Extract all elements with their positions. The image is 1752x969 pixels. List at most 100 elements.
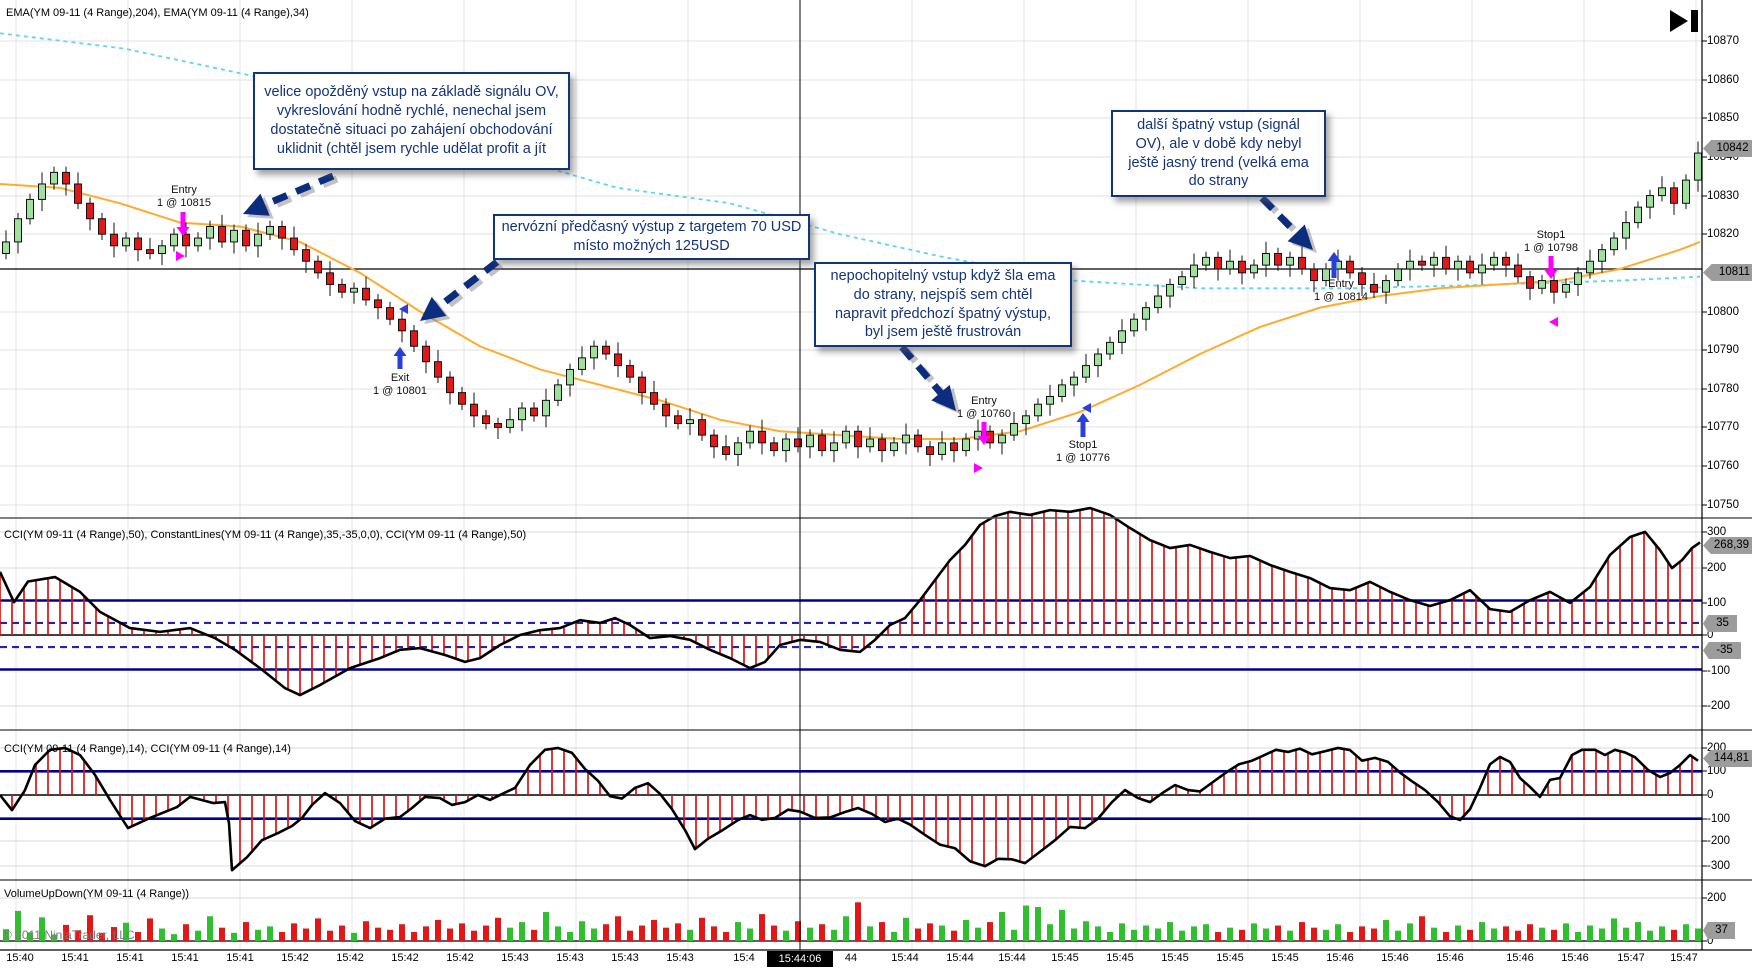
cursor-time-badge: 15:44:06 (767, 951, 833, 967)
time-axis-label: 15:46 (1381, 952, 1409, 964)
price-axis-tick: 10770 (1707, 421, 1739, 433)
cci50-axis-tick: 100 (1707, 597, 1727, 609)
cci14-line (0, 746, 1699, 872)
cci50-value-badge: 268,39 (1703, 537, 1752, 554)
order-arrow-icon (393, 347, 407, 369)
copyright-text: © 2011 NinjaTrader, LLC (3, 928, 135, 942)
annotation-note-2[interactable]: nervózní předčasný výstup z targetem 70 … (493, 214, 810, 260)
volume-axis-tick: 200 (1707, 892, 1727, 904)
fill-marker-icon (1082, 403, 1091, 413)
cci14-value-badge: 144,81 (1703, 750, 1752, 767)
price-axis-tick: 10820 (1707, 228, 1739, 240)
time-axis-label: 15:40 (6, 952, 34, 964)
cci14-axis-tick: 100 (1707, 765, 1727, 777)
price-axis-tick: 10790 (1707, 344, 1739, 356)
trade-marker-label: Entry 1 @ 10760 (957, 395, 1011, 421)
fill-marker-icon (399, 304, 408, 314)
trade-marker-arrows (176, 212, 1558, 473)
time-axis-label: 15:41 (171, 952, 199, 964)
price-panel-indicator-label: EMA(YM 09-11 (4 Range),204), EMA(YM 09-1… (6, 7, 309, 19)
time-axis-label: 15:46 (1326, 952, 1354, 964)
trade-marker-label: Stop1 1 @ 10776 (1056, 439, 1110, 465)
volume-axis-tick: 0 (1707, 935, 1714, 947)
time-axis-label: 15:46 (1436, 952, 1464, 964)
order-arrow-icon (1544, 256, 1558, 279)
price-value-badge: 10811 (1703, 264, 1752, 281)
trade-marker-label: Entry 1 @ 10815 (157, 184, 211, 210)
cci50-value-badge: 35 (1703, 615, 1737, 632)
time-axis-label: 15:44 (998, 952, 1026, 964)
time-axis-label: 15:47 (1617, 952, 1645, 964)
time-axis-label: 15:43 (501, 952, 529, 964)
cci50-axis-tick: 0 (1707, 629, 1714, 641)
price-value-badge: 10842 (1703, 140, 1752, 157)
time-axis-label: 15:41 (226, 952, 254, 964)
volume-value-badge: 37 (1703, 922, 1735, 939)
time-axis-label: 15:42 (336, 952, 364, 964)
time-axis-label: 15:41 (116, 952, 144, 964)
price-axis-tick: 10800 (1707, 306, 1739, 318)
time-axis-label: 15:44 (946, 952, 974, 964)
reference-lines (0, 268, 1702, 942)
cci14-axis-tick: -200 (1707, 835, 1731, 847)
annotation-note-4[interactable]: další špatný vstup (signál OV), ale v do… (1111, 110, 1326, 197)
cci50-axis-tick: 300 (1707, 526, 1727, 538)
fill-marker-icon (974, 463, 983, 473)
time-axis-label: 15:42 (281, 952, 309, 964)
time-axis-label: 15:43 (611, 952, 639, 964)
price-axis-tick: 10830 (1707, 190, 1739, 202)
price-axis-tick: 10870 (1707, 35, 1739, 47)
price-axis-tick: 10850 (1707, 112, 1739, 124)
trade-marker-label: Exit 1 @ 10801 (373, 372, 427, 398)
time-axis-label: 15:45 (1216, 952, 1244, 964)
cci14-axis-tick: -100 (1707, 813, 1731, 825)
cci14-panel-indicator-label: CCI(YM 09-11 (4 Range),14), CCI(YM 09-11… (4, 743, 291, 755)
time-axis-label: 15:45 (1106, 952, 1134, 964)
time-axis-label: 15:41 (61, 952, 89, 964)
trade-marker-label: Stop1 1 @ 10798 (1524, 229, 1578, 255)
price-axis-tick: 10860 (1707, 74, 1739, 86)
time-axis-label: 15:43 (556, 952, 584, 964)
trade-marker-label: Entry 1 @ 10814 (1314, 278, 1368, 304)
annotation-note-3[interactable]: nepochopitelný vstup když šla ema do str… (814, 262, 1072, 347)
cci50-axis-tick: -100 (1707, 665, 1731, 677)
order-arrow-icon (1076, 413, 1090, 437)
time-axis-label: 15:46 (1506, 952, 1534, 964)
time-axis-label: 44 (844, 952, 858, 964)
time-axis-label: 15:43 (666, 952, 694, 964)
volume-bars (3, 902, 1701, 941)
cci50-axis-tick: 200 (1707, 562, 1727, 574)
time-axis-label: 15:42 (391, 952, 419, 964)
order-arrow-icon (176, 212, 190, 236)
fill-marker-icon (1549, 317, 1558, 327)
time-axis-label: 15:46 (1561, 952, 1589, 964)
cci14-hatch (11, 748, 1693, 866)
price-axis-tick: 10760 (1707, 460, 1739, 472)
time-axis-label: 15:45 (1271, 952, 1299, 964)
time-axis-label: 15:45 (1051, 952, 1079, 964)
order-arrow-icon (1327, 252, 1341, 278)
cci50-panel-indicator-label: CCI(YM 09-11 (4 Range),50), ConstantLine… (4, 529, 527, 541)
cci14-axis-tick: -300 (1707, 860, 1731, 872)
time-axis-label: 15:47 (1670, 952, 1698, 964)
cci50-axis-tick: -200 (1707, 700, 1731, 712)
time-axis-label: 15:42 (446, 952, 474, 964)
fill-marker-icon (176, 251, 185, 261)
time-axis-label: 15:45 (1161, 952, 1189, 964)
cci50-hatch (0, 508, 1693, 696)
price-axis-tick: 10750 (1707, 499, 1739, 511)
cci50-line (0, 506, 1701, 697)
volume-panel-indicator-label: VolumeUpDown(YM 09-11 (4 Range)) (4, 888, 190, 900)
price-axis-tick: 10780 (1707, 383, 1739, 395)
time-axis-label: 15:4 (733, 952, 755, 964)
candlesticks (2, 141, 1702, 467)
annotation-note-1[interactable]: velice opožděný vstup na základě signálu… (253, 72, 570, 170)
time-axis-label: 15:44 (891, 952, 919, 964)
cci14-axis-tick: 0 (1707, 789, 1714, 801)
cci50-value-badge: -35 (1703, 642, 1741, 659)
order-arrow-icon (977, 422, 991, 445)
step-forward-icon[interactable] (1668, 8, 1702, 34)
